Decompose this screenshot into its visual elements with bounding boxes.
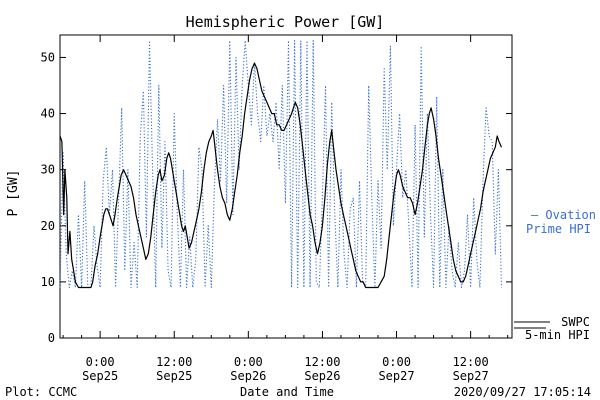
footer-left: Plot: CCMC xyxy=(5,385,77,399)
x-tick-label-date: Sep25 xyxy=(156,369,192,383)
y-axis-label: P [GW] xyxy=(6,170,21,217)
y-tick-label: 50 xyxy=(41,50,55,64)
x-tick-label-date: Sep26 xyxy=(304,369,340,383)
x-tick-label-time: 12:00 xyxy=(453,355,489,369)
x-tick-label-time: 0:00 xyxy=(234,355,263,369)
y-tick-label: 0 xyxy=(48,331,55,345)
series-layer xyxy=(59,40,503,289)
y-tick-label: 30 xyxy=(41,163,55,177)
chart-title: Hemispheric Power [GW] xyxy=(186,13,385,31)
plot-frame xyxy=(59,34,513,339)
x-tick-label-date: Sep26 xyxy=(230,369,266,383)
y-axis-ticks: 0 10 20 30 40 50 xyxy=(41,50,512,345)
x-tick-label-date: Sep27 xyxy=(453,369,489,383)
legend-ovation-line2: Prime HPI xyxy=(526,222,591,236)
x-tick-label-time: 12:00 xyxy=(304,355,340,369)
legend-swpc-line2: 5-min HPI xyxy=(525,328,590,342)
y-tick-label: 20 xyxy=(41,219,55,233)
series-ovation-prime-line xyxy=(59,40,503,289)
x-axis-label: Date and Time xyxy=(240,385,334,399)
y-tick-label: 10 xyxy=(41,275,55,289)
x-tick-label-date: Sep25 xyxy=(82,369,118,383)
x-tick-label-time: 0:00 xyxy=(86,355,115,369)
x-tick-label-date: Sep27 xyxy=(378,369,414,383)
footer-right: 2020/09/27 17:05:14 xyxy=(454,385,591,399)
y-tick-label: 40 xyxy=(41,107,55,121)
legend-swpc-line1: SWPC xyxy=(561,315,590,329)
legend: — Ovation Prime HPI SWPC 5-min HPI xyxy=(514,208,596,342)
x-axis-ticks: 0:00Sep2512:00Sep250:00Sep2612:00Sep260:… xyxy=(62,35,509,383)
series-swpc-line xyxy=(59,62,503,289)
x-tick-label-time: 12:00 xyxy=(156,355,192,369)
legend-ovation-line1: — Ovation xyxy=(531,208,596,222)
x-tick-label-time: 0:00 xyxy=(382,355,411,369)
